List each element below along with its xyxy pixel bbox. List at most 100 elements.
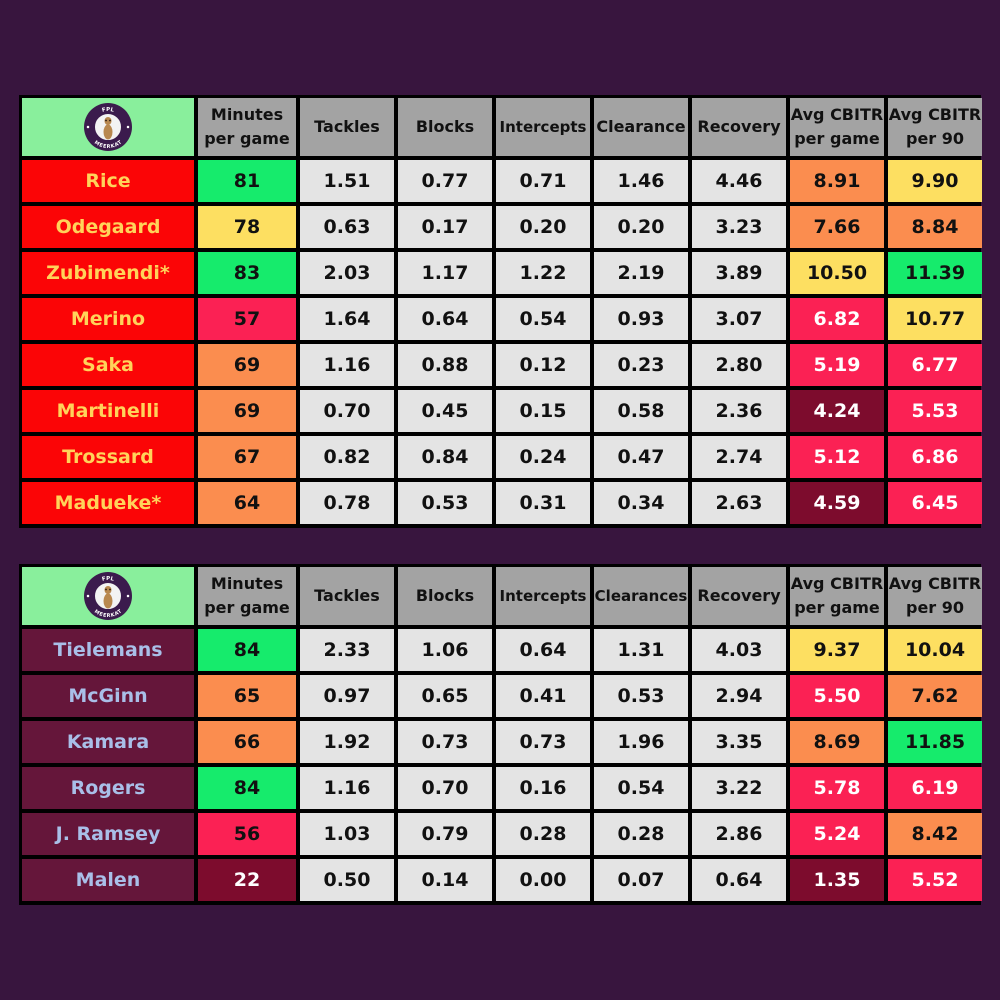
stat-cell: 0.31 <box>496 482 590 524</box>
stat-cell: 2.33 <box>300 629 394 671</box>
stat-cell: 0.20 <box>594 206 688 248</box>
stat-cell: 7.62 <box>888 675 982 717</box>
stat-cell: 5.50 <box>790 675 884 717</box>
player-name: McGinn <box>22 675 194 717</box>
stat-cell: 5.52 <box>888 859 982 901</box>
stat-cell: 0.23 <box>594 344 688 386</box>
stat-cell: 2.19 <box>594 252 688 294</box>
stat-cell: 69 <box>198 390 296 432</box>
player-name: Kamara <box>22 721 194 763</box>
column-header: Avg CBITR per 90 <box>888 567 982 625</box>
meerkat-logo-icon: FPL MEERKAT <box>84 103 132 151</box>
stat-cell: 0.53 <box>398 482 492 524</box>
stat-cell: 9.90 <box>888 160 982 202</box>
player-name: Odegaard <box>22 206 194 248</box>
stat-cell: 3.07 <box>692 298 786 340</box>
stat-cell: 1.06 <box>398 629 492 671</box>
stat-cell: 81 <box>198 160 296 202</box>
stat-cell: 22 <box>198 859 296 901</box>
stat-cell: 3.23 <box>692 206 786 248</box>
player-name: Zubimendi* <box>22 252 194 294</box>
logo-bottom-text: MEERKAT <box>93 139 124 150</box>
stat-cell: 0.28 <box>496 813 590 855</box>
stat-cell: 8.69 <box>790 721 884 763</box>
stat-cell: 5.12 <box>790 436 884 478</box>
stat-cell: 0.17 <box>398 206 492 248</box>
column-header: Minutes per game <box>198 567 296 625</box>
stat-cell: 0.71 <box>496 160 590 202</box>
column-header: Avg CBITR per game <box>790 567 884 625</box>
column-header: Clearances <box>594 567 688 625</box>
stat-cell: 8.42 <box>888 813 982 855</box>
stat-cell: 6.19 <box>888 767 982 809</box>
column-header: Clearance <box>594 98 688 156</box>
player-name: Martinelli <box>22 390 194 432</box>
stat-cell: 2.86 <box>692 813 786 855</box>
stat-cell: 9.37 <box>790 629 884 671</box>
stat-cell: 0.20 <box>496 206 590 248</box>
stat-cell: 0.88 <box>398 344 492 386</box>
stat-cell: 6.82 <box>790 298 884 340</box>
stat-cell: 10.50 <box>790 252 884 294</box>
villa-table-grid: FPL MEERKAT Minutes per game Tackles Blocks I… <box>22 567 982 902</box>
column-header: Blocks <box>398 567 492 625</box>
stat-cell: 57 <box>198 298 296 340</box>
stat-cell: 0.65 <box>398 675 492 717</box>
logo-top-text: FPL <box>102 107 115 114</box>
stat-cell: 0.63 <box>300 206 394 248</box>
stat-cell: 1.16 <box>300 767 394 809</box>
aston-villa-midfielders-table: FPL MEERKAT Minutes per game Tackles Blocks I… <box>19 564 982 905</box>
column-header: Avg CBITR per game <box>790 98 884 156</box>
stat-cell: 0.53 <box>594 675 688 717</box>
stat-cell: 0.54 <box>594 767 688 809</box>
stat-cell: 0.14 <box>398 859 492 901</box>
stat-cell: 0.41 <box>496 675 590 717</box>
column-header: Blocks <box>398 98 492 156</box>
stat-cell: 8.84 <box>888 206 982 248</box>
stat-cell: 0.70 <box>398 767 492 809</box>
stat-cell: 0.70 <box>300 390 394 432</box>
stat-cell: 64 <box>198 482 296 524</box>
stat-cell: 0.58 <box>594 390 688 432</box>
stat-cell: 2.94 <box>692 675 786 717</box>
stat-cell: 1.51 <box>300 160 394 202</box>
stat-cell: 65 <box>198 675 296 717</box>
player-name: Merino <box>22 298 194 340</box>
stat-cell: 1.46 <box>594 160 688 202</box>
stat-cell: 0.73 <box>398 721 492 763</box>
stat-cell: 5.24 <box>790 813 884 855</box>
column-header: Recovery <box>692 98 786 156</box>
stat-cell: 8.91 <box>790 160 884 202</box>
stat-cell: 56 <box>198 813 296 855</box>
column-header: Tackles <box>300 567 394 625</box>
stat-cell: 5.78 <box>790 767 884 809</box>
column-header: Intercepts <box>496 98 590 156</box>
stat-cell: 11.39 <box>888 252 982 294</box>
stat-cell: 0.12 <box>496 344 590 386</box>
stat-cell: 0.93 <box>594 298 688 340</box>
stat-cell: 0.50 <box>300 859 394 901</box>
stat-cell: 0.16 <box>496 767 590 809</box>
stat-cell: 66 <box>198 721 296 763</box>
stat-cell: 1.17 <box>398 252 492 294</box>
stat-cell: 3.22 <box>692 767 786 809</box>
stat-cell: 0.82 <box>300 436 394 478</box>
stat-cell: 0.45 <box>398 390 492 432</box>
stat-cell: 2.03 <box>300 252 394 294</box>
stat-cell: 0.47 <box>594 436 688 478</box>
stat-cell: 67 <box>198 436 296 478</box>
column-header: Tackles <box>300 98 394 156</box>
stat-cell: 2.80 <box>692 344 786 386</box>
stat-cell: 0.64 <box>692 859 786 901</box>
stat-cell: 0.84 <box>398 436 492 478</box>
stat-cell: 69 <box>198 344 296 386</box>
logo-bottom-text: MEERKAT <box>93 608 124 619</box>
stat-cell: 10.77 <box>888 298 982 340</box>
stat-cell: 0.78 <box>300 482 394 524</box>
logo-cell: FPL MEERKAT <box>22 567 194 625</box>
logo-top-text: FPL <box>102 576 115 583</box>
stat-cell: 1.35 <box>790 859 884 901</box>
stat-cell: 78 <box>198 206 296 248</box>
stat-cell: 2.63 <box>692 482 786 524</box>
stat-cell: 6.77 <box>888 344 982 386</box>
